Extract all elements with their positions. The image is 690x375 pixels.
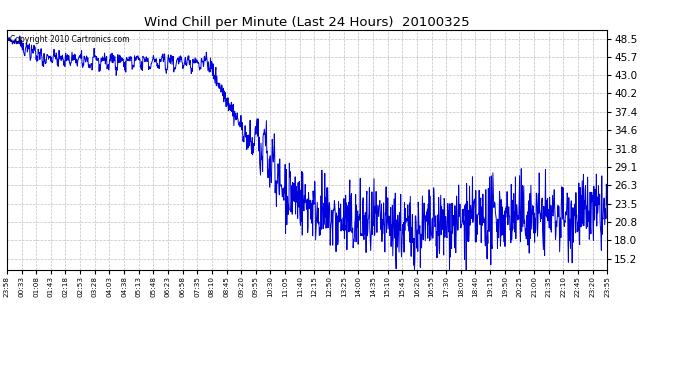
Title: Wind Chill per Minute (Last 24 Hours)  20100325: Wind Chill per Minute (Last 24 Hours) 20…: [144, 16, 470, 29]
Text: Copyright 2010 Cartronics.com: Copyright 2010 Cartronics.com: [10, 35, 130, 44]
